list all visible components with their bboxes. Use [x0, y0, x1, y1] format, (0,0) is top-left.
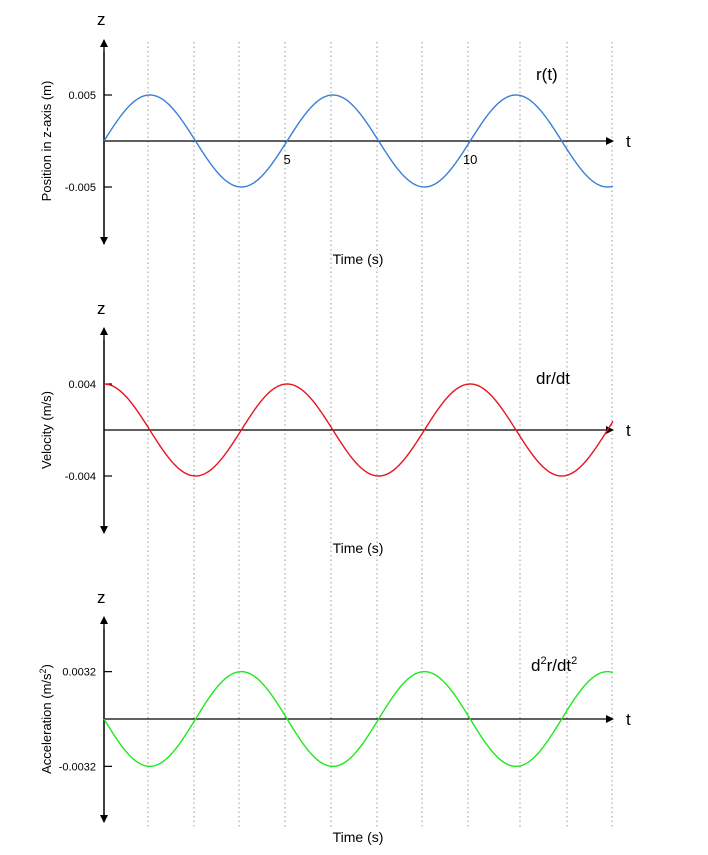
vertical-gridlines: [147, 42, 613, 828]
x-axis-title: Time (s): [333, 251, 384, 267]
series-label: r(t): [536, 65, 558, 84]
x-tick-label-2: 10: [463, 152, 477, 167]
y-tick-label-2: -0.0032: [59, 761, 96, 773]
series-line: [103, 94, 614, 188]
y-tick-label-2: -0.004: [65, 471, 96, 483]
y-tick-label-1: 0.005: [68, 90, 96, 102]
x-axis-title: Time (s): [333, 829, 384, 845]
series-label: dr/dt: [536, 369, 570, 388]
y-tick-label-1: 0.0032: [62, 667, 96, 679]
y-tick-label-2: -0.005: [65, 182, 96, 194]
panel-3: z t 0.0032 -0.0032 Time (s) Acceleration (m/s…: [38, 588, 631, 845]
y-axis-title: Velocity (m/s): [39, 391, 54, 469]
x-axis-title: Time (s): [333, 540, 384, 556]
t-axis-label: t: [626, 710, 631, 729]
t-axis-label: t: [626, 132, 631, 151]
panel-2: z t 0.004 -0.004 Time (s) Velocity (m/s) dr/dt: [39, 299, 631, 556]
series-label: d2r/dt2: [531, 655, 577, 675]
x-tick-label-1: 5: [283, 152, 290, 167]
z-axis-label: z: [97, 299, 106, 318]
z-axis-label: z: [97, 588, 106, 607]
y-axis-title: Position in z-axis (m): [39, 81, 54, 202]
y-tick-label-1: 0.004: [68, 379, 96, 391]
panel-1: z t 0.005 -0.005 5 10 Time (s) Position in z-ax…: [39, 10, 631, 267]
z-axis-label: z: [97, 10, 106, 29]
t-axis-label: t: [626, 421, 631, 440]
y-axis-title: Acceleration (m/s2): [38, 664, 54, 774]
series-line: [103, 383, 614, 477]
series-line: [103, 670, 614, 768]
